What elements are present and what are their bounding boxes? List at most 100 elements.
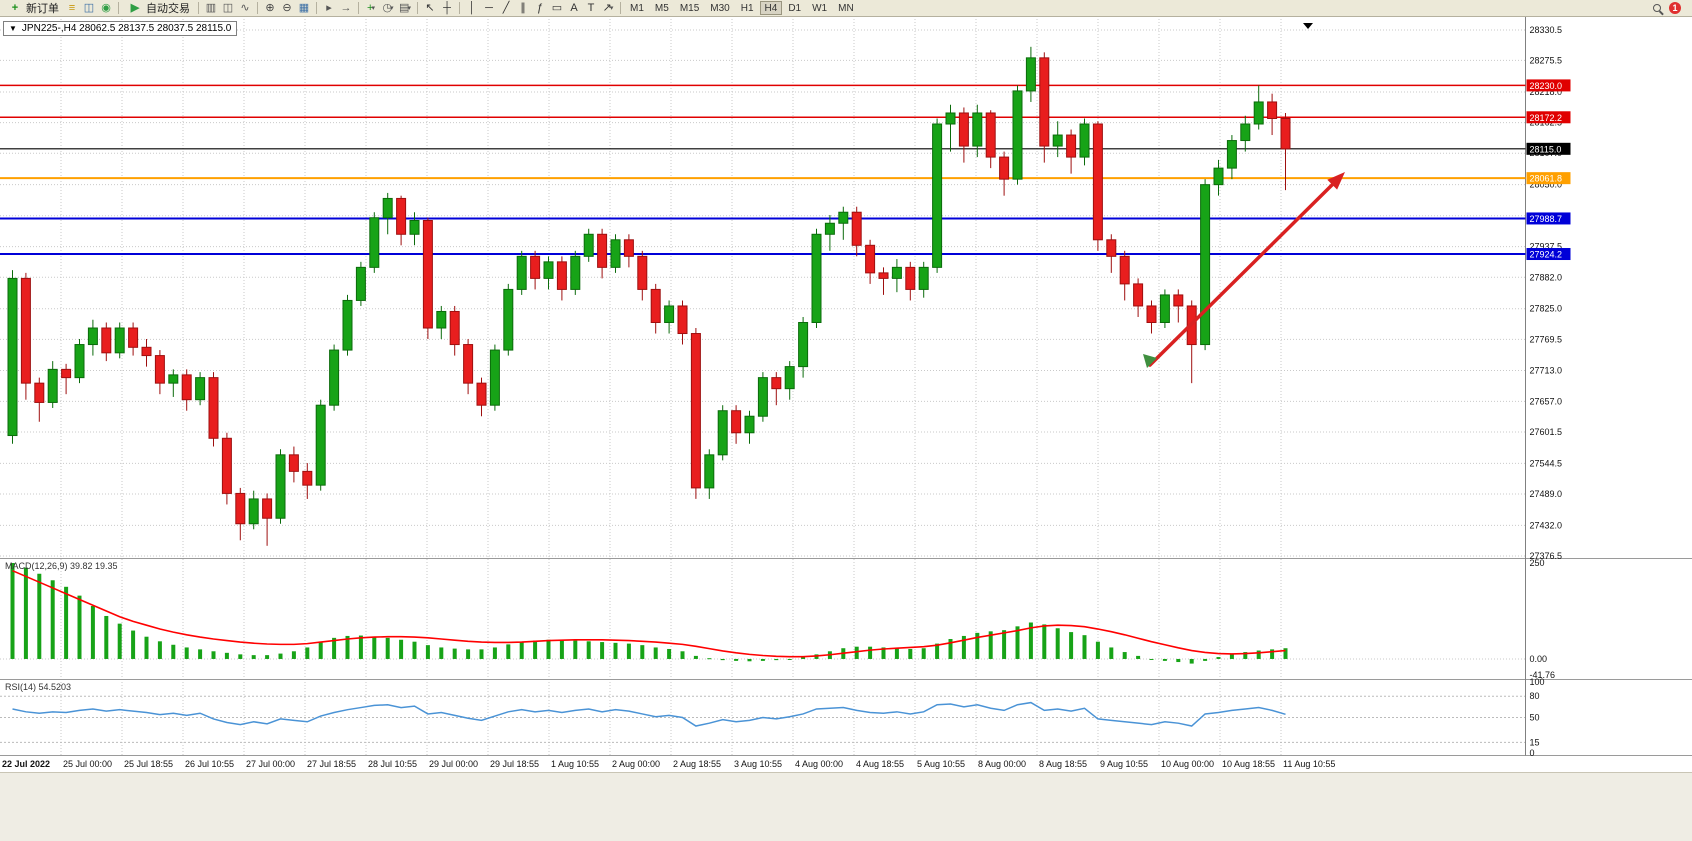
price-axis-labels[interactable]: 28330.528275.528218.028162.528107.028050… <box>1530 25 1563 758</box>
timeframe-w1[interactable]: W1 <box>812 2 828 14</box>
symbol-dropdown-icon[interactable]: ▼ <box>9 24 17 33</box>
periods-icon[interactable]: ◷ ▾ <box>382 1 394 14</box>
chart-canvas[interactable]: 28330.528275.528218.028162.528107.028050… <box>0 17 1692 772</box>
toolbar-separator <box>459 2 460 14</box>
chart-window[interactable]: 28330.528275.528218.028162.528107.028050… <box>0 17 1692 772</box>
trendline-icon[interactable]: ╱ <box>502 1 510 14</box>
line-chart-icon[interactable]: ∿ <box>240 1 250 14</box>
auto-trading-icon: ▶ <box>130 1 140 14</box>
timeframe-h1[interactable]: H1 <box>740 2 754 14</box>
macd-bar <box>479 649 484 659</box>
chat-icon[interactable]: ◉ <box>101 1 111 14</box>
timeframe-d1[interactable]: D1 <box>788 2 802 14</box>
add-indicator-icon[interactable]: + ▾ <box>367 1 375 14</box>
auto-scroll-icon[interactable]: ▸ <box>326 1 332 14</box>
candle-body <box>999 156 1010 180</box>
toolbar-separator <box>417 2 418 14</box>
timeframe-m15[interactable]: M15 <box>679 2 700 14</box>
candle-body <box>1052 134 1063 147</box>
arrows-icon[interactable]: ↗ ▾ <box>602 1 614 14</box>
candle-body <box>865 244 876 274</box>
macd-bar <box>1270 649 1275 659</box>
candle-body <box>784 366 795 390</box>
search-icon[interactable] <box>1653 4 1661 12</box>
horizontal-line-icon[interactable]: ─ <box>485 1 493 14</box>
price-level-badges[interactable]: 28230.0 28172.2 28115.0 28061.8 27988.7 27924… <box>1526 79 1571 261</box>
level-badge-28172.2[interactable] <box>1526 111 1571 124</box>
candle-body <box>570 255 581 290</box>
timeframe-h4[interactable]: H4 <box>759 1 783 15</box>
candle-body <box>851 211 862 246</box>
macd-bar <box>131 630 136 659</box>
fibonacci-icon[interactable]: ƒ <box>536 1 544 14</box>
chart-shift-icon[interactable]: → <box>340 1 352 14</box>
candle-body <box>101 327 112 354</box>
macd-bar <box>506 644 511 659</box>
macd-bar <box>1109 647 1114 659</box>
time-axis-labels[interactable]: 22 Jul 2022 25 Jul 00:00 25 Jul 18:55 26 Ju… <box>2 759 1335 769</box>
market-watch-icon[interactable]: ≡ <box>68 1 76 14</box>
trend-arrow[interactable] <box>1143 172 1345 368</box>
templates-icon[interactable]: ▤ ▾ <box>399 1 411 14</box>
macd-bar <box>961 635 966 659</box>
new-order-button[interactable]: + 新订单 <box>3 1 63 16</box>
tile-windows-icon[interactable]: ▦ <box>298 1 310 14</box>
price-axis-label: 27882.0 <box>1530 272 1563 282</box>
candle-body <box>369 217 380 268</box>
data-window-icon[interactable]: ◫ <box>83 1 95 14</box>
macd-bar <box>868 646 873 659</box>
macd-bar <box>50 580 55 659</box>
shapes-icon[interactable]: ▭ <box>551 1 563 14</box>
auto-trading-button[interactable]: ▶ 自动交易 <box>123 1 194 16</box>
candle-body <box>824 222 835 235</box>
level-badge-27988.7[interactable] <box>1526 212 1571 225</box>
crosshair-icon[interactable]: ┼ <box>443 1 451 14</box>
macd-bar <box>948 639 953 659</box>
equidistant-channel-icon[interactable]: ∥ <box>520 1 526 14</box>
price-axis-label: 28050.0 <box>1530 180 1563 190</box>
toolbar-right-group: 1 <box>1653 2 1689 14</box>
macd-bar <box>693 655 698 659</box>
macd-bar <box>412 641 417 659</box>
level-badge-text: 27988.7 <box>1530 214 1563 224</box>
candle-body <box>1240 123 1251 142</box>
candle-body <box>449 310 460 346</box>
macd-bar <box>519 641 524 659</box>
timeframe-m30[interactable]: M30 <box>710 2 730 14</box>
macd-bar <box>64 586 69 659</box>
candle-body <box>342 299 353 351</box>
candle-body <box>47 368 58 403</box>
bar-chart-icon[interactable]: ▥ <box>205 1 217 14</box>
arrow-base-marker <box>1143 354 1157 368</box>
vertical-line-icon[interactable]: │ <box>468 1 476 14</box>
timeframe-m5[interactable]: M5 <box>654 2 669 14</box>
level-badge-28230.0[interactable] <box>1526 79 1571 92</box>
macd-bar <box>278 653 283 659</box>
price-levels[interactable] <box>0 84 1526 256</box>
candle-body <box>476 382 487 406</box>
macd-bar <box>1243 652 1248 659</box>
zoom-in-icon[interactable]: ⊕ <box>265 1 275 14</box>
notifications-badge[interactable]: 1 <box>1669 2 1681 14</box>
macd-bar <box>908 648 913 659</box>
macd-bar <box>573 640 578 659</box>
candlestick-chart-icon[interactable]: ◫ <box>222 1 234 14</box>
macd-bar <box>1283 648 1288 659</box>
level-badge-27924.2[interactable] <box>1526 248 1571 261</box>
macd-bar <box>559 639 564 659</box>
text-icon[interactable]: A <box>570 1 578 14</box>
zoom-out-icon[interactable]: ⊖ <box>282 1 292 14</box>
macd-bar <box>318 642 323 659</box>
candle-body <box>114 327 125 354</box>
level-badge-28115.0[interactable] <box>1526 142 1571 155</box>
candle-body <box>168 374 179 384</box>
timeframe-m1[interactable]: M1 <box>630 2 644 14</box>
timeframe-mn[interactable]: MN <box>838 2 854 14</box>
level-badge-text: 28115.0 <box>1530 144 1562 154</box>
macd-bar <box>184 647 189 659</box>
cursor-icon[interactable]: ↖ <box>425 1 435 14</box>
macd-bar <box>1042 624 1047 659</box>
text-label-icon[interactable]: T <box>587 1 595 14</box>
level-badge-28061.8[interactable] <box>1526 172 1571 185</box>
scroll-to-end-marker[interactable] <box>1303 23 1313 29</box>
